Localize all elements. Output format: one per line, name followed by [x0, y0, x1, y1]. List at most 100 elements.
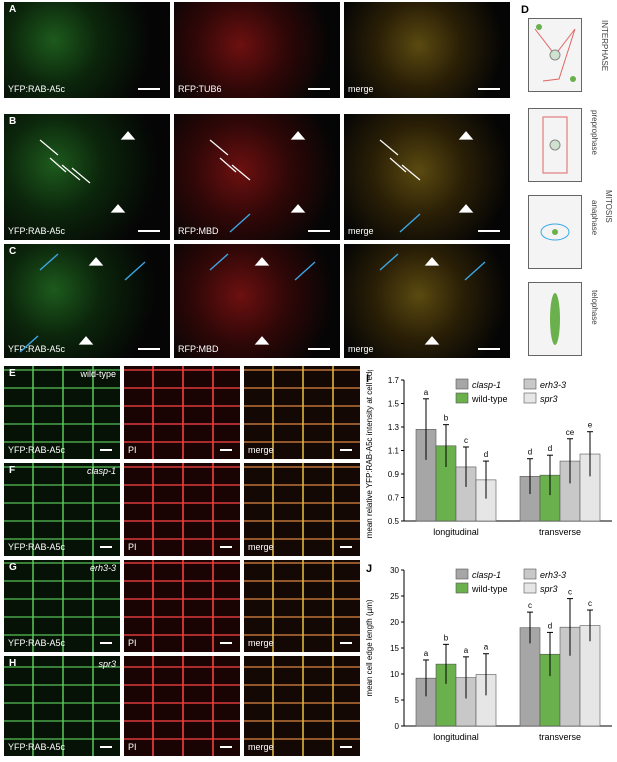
- blue-arrow: [209, 253, 229, 271]
- panel-g-pi: PI: [124, 560, 240, 652]
- white-arrowhead: [458, 204, 474, 213]
- y-tick-label: 20: [390, 618, 399, 627]
- panel-h-pi: PI: [124, 656, 240, 756]
- blue-arrow: [379, 253, 399, 271]
- white-arrow: [49, 157, 67, 173]
- y-tick-label: 1.3: [388, 423, 400, 432]
- y-axis-label: mean cell edge length (µm): [365, 599, 374, 696]
- legend-label: spr3: [540, 394, 558, 404]
- scale-bar: [340, 449, 352, 451]
- y-tick-label: 0.7: [388, 494, 400, 503]
- panel-c-yfp-label: YFP:RAB-A5c: [8, 344, 66, 354]
- significance-letter: a: [424, 388, 429, 397]
- legend-swatch: [523, 582, 537, 594]
- channel-label: PI: [128, 742, 137, 752]
- microtubule-network: [534, 28, 576, 82]
- white-arrowhead: [78, 336, 94, 345]
- scale-bar: [308, 88, 330, 90]
- scale-bar: [340, 546, 352, 548]
- white-arrow: [39, 139, 59, 156]
- x-tick-label: transverse: [539, 732, 581, 742]
- legend-label: wild-type: [471, 394, 508, 404]
- panel-a-rfp: RFP:TUB6: [174, 2, 340, 98]
- scale-bar: [100, 746, 112, 748]
- panel-b-rfp-label: RFP:MBD: [178, 226, 219, 236]
- diagram-interphase-cell: [528, 18, 582, 92]
- genotype-label: clasp-1: [86, 466, 116, 476]
- legend-swatch: [523, 378, 537, 390]
- white-arrow: [71, 167, 91, 184]
- panel-f-merge: merge: [244, 463, 360, 556]
- significance-letter: c: [528, 601, 532, 610]
- panel-f-pi: PI: [124, 463, 240, 556]
- legend-swatch: [455, 568, 469, 580]
- scale-bar: [340, 746, 352, 748]
- y-axis-label: mean relative YFP:RAB-A5c intensity at c…: [365, 370, 374, 538]
- channel-label: merge: [248, 542, 274, 552]
- x-tick-label: transverse: [539, 527, 581, 537]
- scale-bar: [308, 230, 330, 232]
- y-tick-label: 5: [395, 696, 400, 705]
- diagram-telophase-cell: [528, 282, 582, 356]
- white-arrow: [401, 164, 421, 181]
- legend-label: spr3: [540, 584, 558, 594]
- legend-label: clasp-1: [472, 380, 501, 390]
- white-arrowhead: [290, 131, 306, 140]
- panel-g-letter: G: [9, 562, 17, 573]
- legend-label: clasp-1: [472, 570, 501, 580]
- white-arrowhead: [120, 131, 136, 140]
- white-arrowhead: [110, 204, 126, 213]
- panel-a-merge: merge: [344, 2, 510, 98]
- y-tick-label: 30: [390, 566, 399, 575]
- y-tick-label: 0.9: [388, 470, 400, 479]
- legend-label: erh3-3: [540, 380, 566, 390]
- legend-label: erh3-3: [540, 570, 566, 580]
- blue-arrow: [399, 213, 421, 233]
- panel-e-letter: E: [9, 368, 16, 379]
- scale-bar: [220, 449, 232, 451]
- white-arrow: [61, 164, 81, 181]
- panel-a-merge-label: merge: [348, 84, 374, 94]
- significance-letter: d: [484, 450, 488, 459]
- preprophase-label: preprophase: [590, 110, 599, 155]
- blue-arrow: [39, 253, 59, 271]
- mitosis-label: MITOSIS: [604, 190, 613, 223]
- legend-swatch: [455, 378, 469, 390]
- significance-letter: d: [548, 444, 552, 453]
- white-arrowhead: [88, 257, 104, 266]
- white-arrow: [379, 139, 399, 156]
- scale-bar: [138, 88, 160, 90]
- panel-g-merge: merge: [244, 560, 360, 652]
- blue-arrow: [19, 335, 39, 353]
- channel-label: YFP:RAB-A5c: [8, 742, 66, 752]
- panel-a-rfp-label: RFP:TUB6: [178, 84, 222, 94]
- significance-letter: b: [444, 414, 449, 423]
- genotype-label: wild-type: [80, 369, 116, 379]
- white-arrow: [209, 139, 229, 156]
- white-arrow: [231, 164, 251, 181]
- white-arrowhead: [458, 131, 474, 140]
- panel-b-letter: B: [9, 116, 17, 127]
- y-tick-label: 1.1: [388, 447, 400, 456]
- x-tick-label: longitudinal: [433, 527, 479, 537]
- panel-f-letter: F: [9, 465, 16, 476]
- y-tick-label: 1.7: [388, 376, 400, 385]
- y-tick-label: 10: [390, 670, 399, 679]
- panel-b-rfp: RFP:MBD: [174, 114, 340, 240]
- blue-arrow: [124, 261, 146, 281]
- interphase-label: INTERPHASE: [600, 20, 609, 72]
- vesicle: [570, 76, 576, 82]
- chart-letter: I: [366, 373, 369, 385]
- legend-swatch: [455, 392, 469, 404]
- y-tick-label: 25: [390, 592, 399, 601]
- significance-letter: c: [464, 436, 468, 445]
- channel-label: merge: [248, 445, 274, 455]
- panel-h-letter: H: [9, 658, 17, 669]
- anaphase-label: anaphase: [590, 200, 599, 236]
- significance-letter: d: [528, 448, 532, 457]
- blue-arrow: [294, 261, 316, 281]
